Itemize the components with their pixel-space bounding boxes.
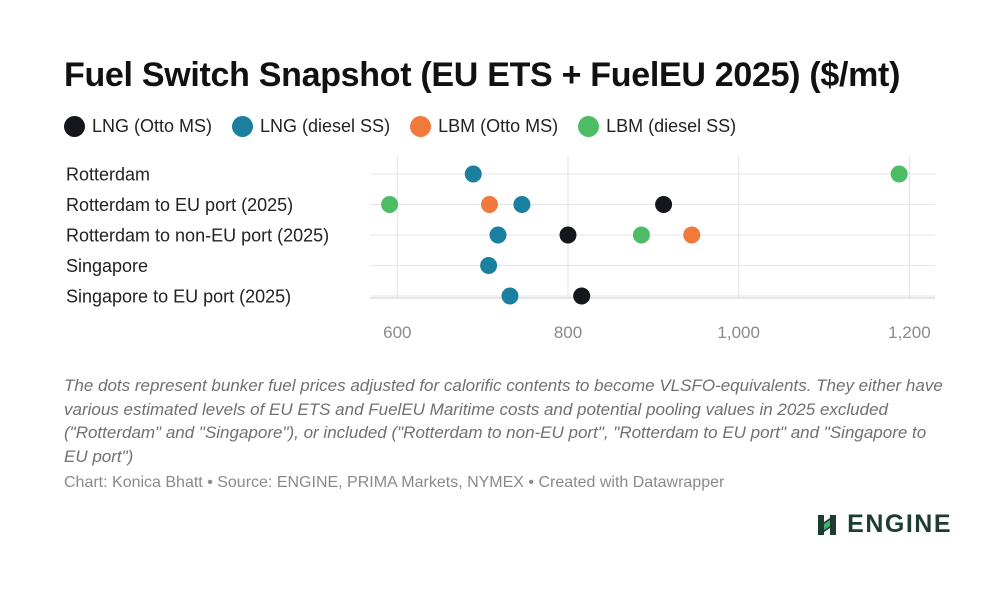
legend-item: LNG (diesel SS) (232, 116, 390, 137)
row-label: Rotterdam to non-EU port (2025) (66, 226, 329, 246)
data-point (464, 165, 482, 183)
data-point (655, 196, 673, 213)
row-label: Singapore (66, 256, 148, 276)
legend-label: LNG (Otto MS) (92, 116, 213, 136)
engine-mark-icon (818, 514, 837, 535)
data-point (489, 226, 507, 244)
legend-dot (410, 116, 432, 137)
engine-wordmark: ENGINE (847, 510, 952, 538)
chart-credit: Chart: Konica Bhatt • Source: ENGINE, PR… (64, 474, 725, 491)
legend-item: LBM (Otto MS) (410, 116, 558, 137)
chart-legend: LNG (Otto MS) LNG (diesel SS) LBM (Otto MS… (64, 116, 756, 137)
legend-label: LBM (diesel SS) (606, 116, 737, 136)
data-point (480, 257, 498, 274)
data-point (381, 196, 399, 213)
x-tick-label: 800 (554, 323, 582, 342)
legend-dot (64, 116, 85, 137)
legend-label: LNG (diesel SS) (260, 116, 391, 136)
row-label: Rotterdam to EU port (2025) (66, 195, 293, 215)
legend-item: LBM (diesel SS) (578, 116, 736, 137)
data-point (683, 226, 701, 244)
legend-label: LBM (Otto MS) (438, 116, 559, 136)
data-point (890, 165, 908, 183)
data-point (559, 226, 577, 244)
data-point (480, 196, 498, 213)
legend-item: LNG (Otto MS) (64, 116, 212, 137)
x-tick-label: 600 (383, 323, 411, 342)
row-label: Singapore to EU port (2025) (66, 287, 291, 307)
dot-plot: Rotterdam Rotterdam to EU port (2025) Rott… (66, 156, 935, 342)
chart-notes: The dots represent bunker fuel prices ad… (64, 376, 943, 466)
chart-title: Fuel Switch Snapshot (EU ETS + FuelEU 20… (64, 56, 901, 94)
data-point (501, 287, 519, 305)
legend-dot (232, 116, 254, 137)
data-point (513, 196, 531, 213)
engine-logo: ENGINE (815, 510, 952, 539)
data-point (632, 226, 650, 244)
x-tick-label: 1,200 (888, 323, 931, 342)
x-tick-label: 1,000 (717, 323, 760, 342)
data-point (573, 287, 591, 305)
row-label: Rotterdam (66, 165, 150, 185)
legend-dot (578, 116, 600, 137)
